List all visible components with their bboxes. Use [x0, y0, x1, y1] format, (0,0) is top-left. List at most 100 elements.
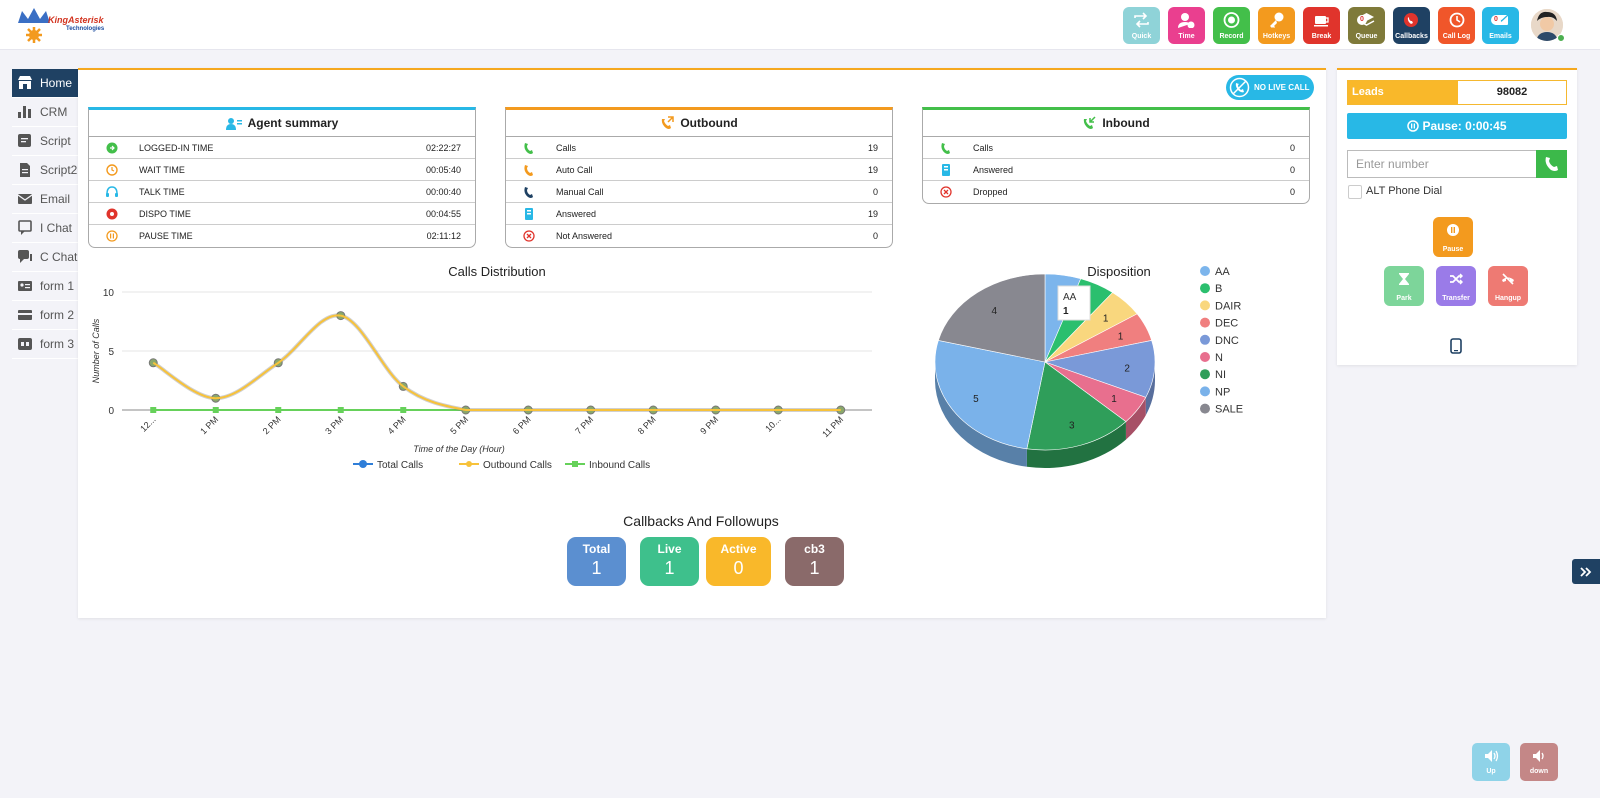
toolbar-quick-button[interactable]: Quick [1123, 7, 1160, 44]
toolbar-break-label: Break [1311, 33, 1332, 40]
park-label: Park [1396, 295, 1412, 302]
double-chevron-right-icon [1580, 566, 1592, 577]
toolbar-time-button[interactable]: Time [1168, 7, 1205, 44]
record-icon [1223, 12, 1240, 28]
x-tick-label: 7 PM [573, 414, 595, 436]
leads-label: Leads [1348, 81, 1458, 104]
series-line-outbound-calls [152, 314, 841, 411]
row-value: 19 [867, 208, 878, 219]
sidebar-item-i-chat[interactable]: I Chat [12, 214, 78, 243]
row-label: LOGGED-IN TIME [139, 142, 214, 153]
data-point [337, 407, 344, 413]
auto-call-icon [524, 164, 533, 176]
hangup-button[interactable]: Hangup [1488, 266, 1528, 306]
data-point [275, 407, 282, 413]
legend-marker [1200, 334, 1210, 345]
key-icon [1270, 12, 1284, 28]
callback-total-box[interactable]: Total 1 [567, 537, 626, 586]
pie-side-ni [1026, 421, 1126, 468]
alt-phone-dial-checkbox[interactable] [1348, 185, 1362, 199]
toolbar-callbacks-button[interactable]: Callbacks [1393, 7, 1430, 44]
sidebar-item-form-3[interactable]: form 3 [12, 330, 78, 359]
no-call-icon [1229, 77, 1250, 98]
legend-label: B [1215, 283, 1222, 295]
pause-button[interactable]: Pause [1433, 217, 1473, 257]
pie-tooltip [1057, 285, 1091, 321]
outbound-row: Calls 19 [506, 137, 892, 159]
sidebar-item-label: CRM [40, 105, 68, 119]
toolbar-emails-button[interactable]: 0 Emails [1482, 7, 1519, 44]
mobile-phone-icon[interactable] [1450, 338, 1462, 354]
not-answered-icon [523, 230, 535, 242]
callback-active-box[interactable]: Active 0 [706, 537, 771, 586]
sidebar-item-c-chat[interactable]: C Chat [12, 243, 78, 272]
toolbar-time-label: Time [1178, 33, 1195, 40]
legend-marker [1200, 386, 1210, 397]
legend-label: DAIR [1215, 300, 1241, 312]
toolbar-calllog-button[interactable]: Call Log [1438, 7, 1475, 44]
chart-title: Disposition [1087, 264, 1151, 279]
data-point [150, 407, 157, 413]
volume-down-button[interactable]: down [1520, 743, 1558, 781]
callback-icon [1404, 13, 1418, 27]
alt-phone-dial-label: ALT Phone Dial [1366, 185, 1443, 197]
id-card-icon [18, 281, 32, 291]
transfer-button[interactable]: Transfer [1436, 266, 1476, 306]
sidebar-item-label: I Chat [40, 221, 73, 235]
sidebar-item-email[interactable]: Email [12, 185, 78, 214]
outbound-header: Outbound [506, 110, 892, 137]
sidebar-item-label: Home [40, 76, 73, 90]
coffee-icon [1314, 16, 1329, 27]
leads-value: 98082 [1496, 86, 1528, 98]
legend-label: N [1215, 352, 1223, 364]
legend-label: NP [1215, 386, 1230, 398]
row-label: Answered [556, 208, 597, 219]
toolbar-hotkeys-button[interactable]: Hotkeys [1258, 7, 1295, 44]
pie-data-label: 2 [1124, 363, 1130, 374]
toolbar-calllog-label: Call Log [1442, 33, 1471, 40]
sidebar-item-crm[interactable]: CRM [12, 98, 78, 127]
toolbar-break-button[interactable]: Break [1303, 7, 1340, 44]
document-icon [20, 163, 30, 177]
agent-summary-row: PAUSE TIME 02:11:12 [89, 225, 475, 247]
sidebar-item-script[interactable]: Script [12, 127, 78, 156]
outbound-row: Manual Call 0 [506, 181, 892, 203]
sidebar-item-label: form 3 [40, 337, 75, 351]
sidebar-item-script2[interactable]: Script2 [12, 156, 78, 185]
row-value: 0 [872, 186, 878, 197]
row-label: Auto Call [556, 164, 593, 175]
callback-count: 1 [591, 558, 602, 578]
legend-marker [572, 461, 578, 467]
phone-number-input[interactable] [1347, 150, 1537, 178]
callback-cb3-box[interactable]: cb3 1 [785, 537, 844, 586]
volume-up-button[interactable]: Up [1472, 743, 1510, 781]
legend-marker [1200, 369, 1210, 380]
volume-down-icon [1533, 750, 1544, 762]
sidebar-item-home[interactable]: Home [12, 69, 78, 98]
sidebar-item-label: Script2 [40, 163, 78, 177]
sidebar-item-label: Email [40, 192, 71, 206]
row-value: 19 [867, 142, 878, 153]
envelope-icon [17, 194, 33, 204]
expand-panel-button[interactable] [1572, 559, 1600, 584]
row-label: Dropped [973, 187, 1008, 197]
clock-in-icon [106, 142, 118, 153]
legend-marker [1200, 300, 1210, 311]
dial-button[interactable] [1536, 150, 1567, 178]
park-button[interactable]: Park [1384, 266, 1424, 306]
logo[interactable]: KingAsterisk Technologies [14, 5, 114, 45]
toolbar-record-button[interactable]: Record [1213, 7, 1250, 44]
toolbar-record-label: Record [1219, 33, 1244, 40]
no-live-call-label: NO LIVE CALL [1254, 83, 1310, 92]
sidebar-item-form-1[interactable]: form 1 [12, 272, 78, 301]
users-icon [225, 118, 242, 130]
pause-status-button[interactable]: Pause: 0:00:45 [1347, 113, 1567, 139]
pause-circle-icon [1407, 120, 1420, 132]
sidebar-item-form-2[interactable]: form 2 [12, 301, 78, 330]
callback-live-box[interactable]: Live 1 [640, 537, 699, 586]
row-label: Manual Call [556, 186, 604, 197]
row-label: TALK TIME [139, 186, 185, 197]
x-tick-label: 5 PM [448, 414, 470, 436]
toolbar-queue-button[interactable]: 0 Queue [1348, 7, 1385, 44]
inbound-row: Dropped 0 [923, 181, 1309, 203]
